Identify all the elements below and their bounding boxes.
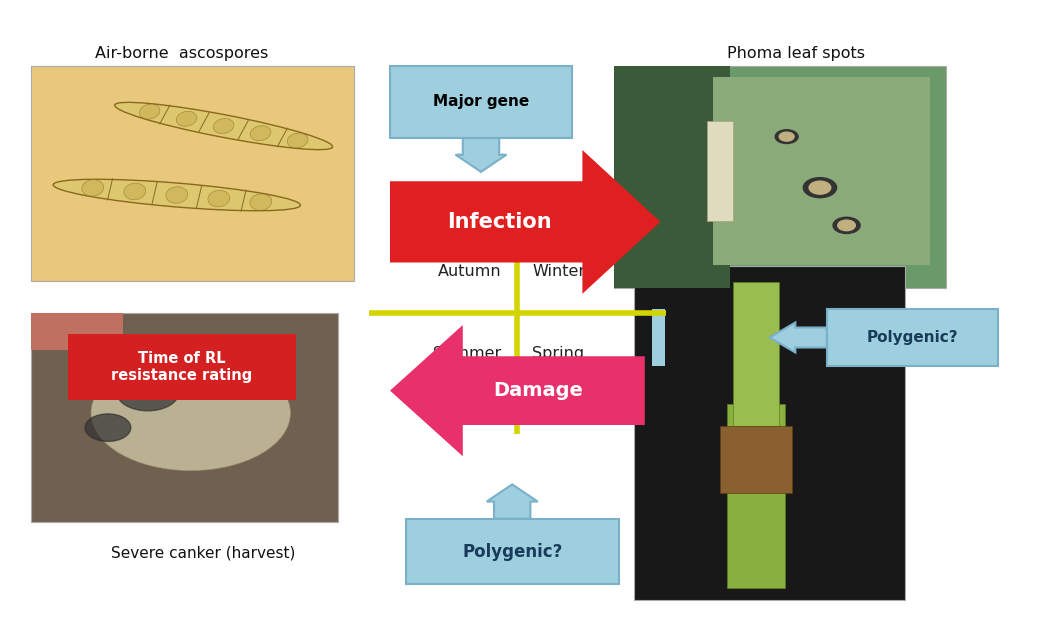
Text: Summer: Summer: [433, 346, 501, 361]
Ellipse shape: [139, 104, 160, 119]
Ellipse shape: [165, 187, 188, 203]
FancyBboxPatch shape: [720, 426, 792, 493]
Ellipse shape: [92, 356, 290, 471]
FancyBboxPatch shape: [652, 309, 665, 366]
Circle shape: [833, 217, 860, 234]
Text: Polygenic?: Polygenic?: [462, 542, 563, 561]
Text: Infection: Infection: [447, 212, 551, 232]
FancyBboxPatch shape: [634, 266, 905, 600]
FancyBboxPatch shape: [727, 404, 785, 588]
Circle shape: [779, 132, 795, 141]
Text: Polygenic?: Polygenic?: [866, 330, 959, 345]
Polygon shape: [770, 322, 827, 352]
FancyBboxPatch shape: [733, 282, 779, 426]
Text: Severe canker (harvest): Severe canker (harvest): [110, 546, 295, 561]
FancyBboxPatch shape: [713, 77, 930, 265]
Circle shape: [116, 373, 179, 411]
Ellipse shape: [53, 179, 301, 211]
Circle shape: [775, 130, 798, 144]
Circle shape: [803, 177, 836, 198]
Ellipse shape: [114, 102, 333, 149]
FancyBboxPatch shape: [31, 66, 354, 281]
FancyBboxPatch shape: [406, 519, 619, 584]
FancyBboxPatch shape: [614, 66, 730, 288]
Ellipse shape: [213, 119, 234, 134]
Ellipse shape: [177, 111, 197, 126]
Text: Damage: Damage: [493, 381, 583, 400]
Text: Major gene: Major gene: [433, 94, 529, 109]
Polygon shape: [487, 484, 538, 519]
Ellipse shape: [287, 133, 308, 148]
FancyBboxPatch shape: [614, 66, 946, 288]
FancyBboxPatch shape: [68, 334, 296, 400]
FancyBboxPatch shape: [827, 309, 998, 366]
FancyBboxPatch shape: [31, 312, 338, 522]
Ellipse shape: [124, 183, 146, 200]
Text: Autumn: Autumn: [438, 264, 501, 279]
Circle shape: [838, 220, 855, 231]
FancyBboxPatch shape: [31, 312, 124, 350]
Circle shape: [189, 359, 241, 391]
Text: Time of RL
resistance rating: Time of RL resistance rating: [111, 351, 253, 383]
Text: Phoma leaf spots: Phoma leaf spots: [727, 46, 864, 61]
Ellipse shape: [82, 179, 104, 196]
Circle shape: [85, 414, 131, 441]
Ellipse shape: [251, 126, 270, 141]
FancyBboxPatch shape: [707, 121, 733, 221]
Text: Winter: Winter: [532, 264, 586, 279]
Polygon shape: [456, 138, 506, 172]
Text: Spring: Spring: [532, 346, 584, 361]
FancyBboxPatch shape: [390, 66, 572, 138]
Circle shape: [809, 181, 831, 194]
Text: Air-borne  ascospores: Air-borne ascospores: [96, 46, 268, 61]
Polygon shape: [390, 325, 645, 456]
Ellipse shape: [250, 194, 271, 211]
Polygon shape: [390, 150, 660, 294]
Ellipse shape: [208, 190, 230, 207]
